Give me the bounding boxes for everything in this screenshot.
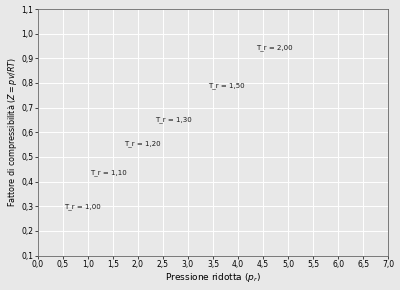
- Text: T_r = 1,50: T_r = 1,50: [208, 82, 245, 89]
- Text: T_r = 1,20: T_r = 1,20: [124, 140, 160, 147]
- Text: T_r = 1,30: T_r = 1,30: [155, 116, 192, 123]
- Text: T_r = 1,10: T_r = 1,10: [90, 170, 127, 176]
- X-axis label: Pressione ridotta ($p_r$): Pressione ridotta ($p_r$): [165, 271, 261, 284]
- Y-axis label: Fattore di compressibilità ($Z = pv/RT$): Fattore di compressibilità ($Z = pv/RT$): [6, 57, 18, 207]
- Text: T_r = 2,00: T_r = 2,00: [256, 44, 292, 51]
- Text: T_r = 1,00: T_r = 1,00: [64, 203, 100, 210]
